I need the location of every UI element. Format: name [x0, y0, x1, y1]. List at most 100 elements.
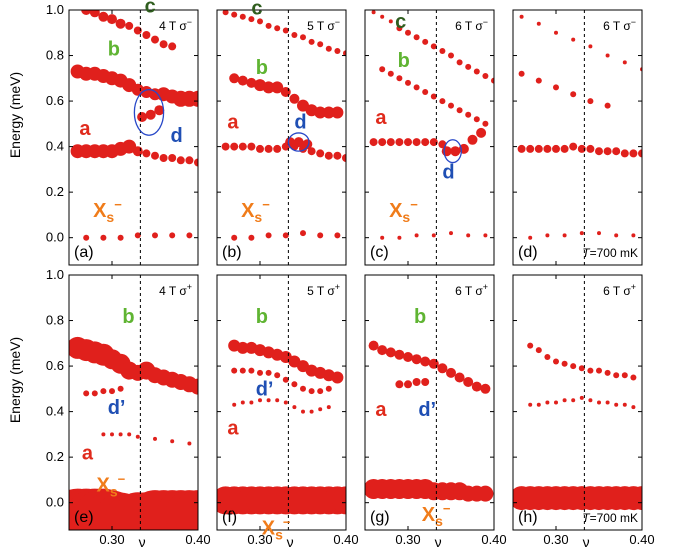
- data-point-Xs: [579, 231, 584, 236]
- data-point-d: [137, 112, 148, 122]
- data-point-a: [135, 434, 140, 439]
- data-point-dp: [325, 385, 332, 392]
- data-point-c: [98, 11, 109, 22]
- data-point-Xs: [414, 233, 419, 238]
- field-label: 6 T σ+: [603, 282, 636, 298]
- panel-frame: [68, 274, 199, 531]
- data-point-b: [535, 77, 542, 84]
- data-point-d: [476, 127, 487, 138]
- panel-label: (a): [74, 244, 94, 261]
- data-point-c: [405, 29, 411, 36]
- data-point-d: [154, 105, 165, 116]
- data-point-a: [132, 146, 143, 157]
- data-point-a: [307, 147, 316, 156]
- field-label: 4 T σ+: [159, 282, 192, 298]
- data-point-c: [396, 25, 403, 32]
- data-point-b: [437, 363, 448, 374]
- state-label-a: a: [227, 417, 239, 439]
- data-point-b: [553, 358, 559, 365]
- data-point-a: [631, 405, 636, 410]
- data-point-a: [283, 400, 288, 405]
- panel-label: (g): [370, 509, 390, 526]
- data-point-dp: [100, 388, 107, 395]
- data-point-a: [122, 139, 137, 154]
- data-point-b: [430, 93, 437, 100]
- data-point-a: [232, 402, 237, 407]
- data-point-dp: [274, 372, 281, 379]
- y-tick-label: 0.8: [46, 48, 64, 63]
- data-point-a: [528, 402, 533, 407]
- data-point-a: [266, 398, 271, 403]
- panel-frame: [512, 274, 643, 531]
- data-point-a: [614, 402, 619, 407]
- data-point-c: [343, 50, 346, 57]
- data-point-a: [187, 441, 192, 446]
- data-point-Xs: [186, 232, 193, 239]
- data-point-c: [151, 35, 159, 44]
- data-point-a: [545, 400, 550, 405]
- panel-label: (b): [222, 244, 242, 261]
- data-point-a: [395, 138, 404, 147]
- x-tick-label: 0.40: [185, 532, 210, 547]
- data-point-Xs: [483, 233, 488, 238]
- data-point-c: [519, 14, 524, 19]
- data-point-b: [570, 363, 577, 370]
- data-point-c: [89, 10, 100, 18]
- data-point-b: [578, 365, 585, 372]
- field-label: 6 T σ−: [603, 17, 636, 33]
- panel-c: 6 T σ− (c) cb d a Xs−: [364, 9, 495, 266]
- data-point-Xs: [597, 231, 601, 236]
- data-point-c: [588, 44, 593, 49]
- panel-frame: [364, 274, 495, 531]
- data-point-Xs: [248, 234, 255, 241]
- panel-frame: [216, 274, 347, 531]
- panel-e-data: [69, 336, 198, 530]
- data-point-b: [236, 341, 249, 354]
- data-point-a: [579, 395, 584, 400]
- data-point-Xs: [83, 234, 90, 241]
- data-point-b: [387, 70, 394, 77]
- data-point-dp: [91, 390, 98, 397]
- data-point-a: [301, 409, 305, 414]
- data-point-b: [527, 342, 534, 349]
- data-point-Xs: [380, 235, 385, 240]
- field-label: 6 T σ+: [455, 282, 488, 298]
- data-point-c: [222, 10, 229, 16]
- data-point-c: [554, 30, 558, 35]
- x-axis-label: ν: [139, 534, 146, 550]
- data-point-b: [420, 356, 431, 367]
- data-point-b: [271, 81, 284, 94]
- data-point-b: [237, 75, 248, 86]
- data-point-a: [629, 149, 638, 158]
- data-point-c: [125, 21, 134, 30]
- data-point-d: [145, 109, 156, 120]
- data-point-dp: [231, 367, 238, 374]
- y-tick-label: 0.4: [46, 139, 64, 154]
- data-point-b: [535, 347, 542, 354]
- data-point-a: [238, 142, 247, 151]
- data-point-c: [300, 34, 306, 41]
- y-tick-label: 0.6: [46, 93, 64, 108]
- data-point-b: [448, 102, 454, 109]
- data-point-b: [331, 106, 344, 119]
- data-point-dp: [257, 369, 263, 376]
- state-label-Xs: Xs−: [93, 197, 122, 225]
- data-point-a: [240, 400, 245, 405]
- data-point-Xs: [231, 234, 238, 241]
- data-point-c: [257, 18, 263, 25]
- data-point-a: [176, 156, 185, 165]
- y-tick-label: 1.0: [46, 267, 64, 282]
- panel-h-data: [513, 342, 642, 511]
- data-point-b: [246, 77, 257, 88]
- data-point-c: [107, 14, 117, 25]
- data-point-b: [428, 358, 439, 369]
- data-point-dp: [239, 367, 246, 374]
- data-point-a: [264, 144, 273, 153]
- state-label-d: d: [442, 161, 454, 183]
- data-point-c: [115, 18, 126, 29]
- panel-frame: [512, 9, 643, 266]
- data-point-a: [571, 398, 576, 403]
- data-point-c: [491, 77, 494, 84]
- data-point-a: [342, 154, 346, 162]
- y-axis-label: Energy (meV): [7, 337, 23, 423]
